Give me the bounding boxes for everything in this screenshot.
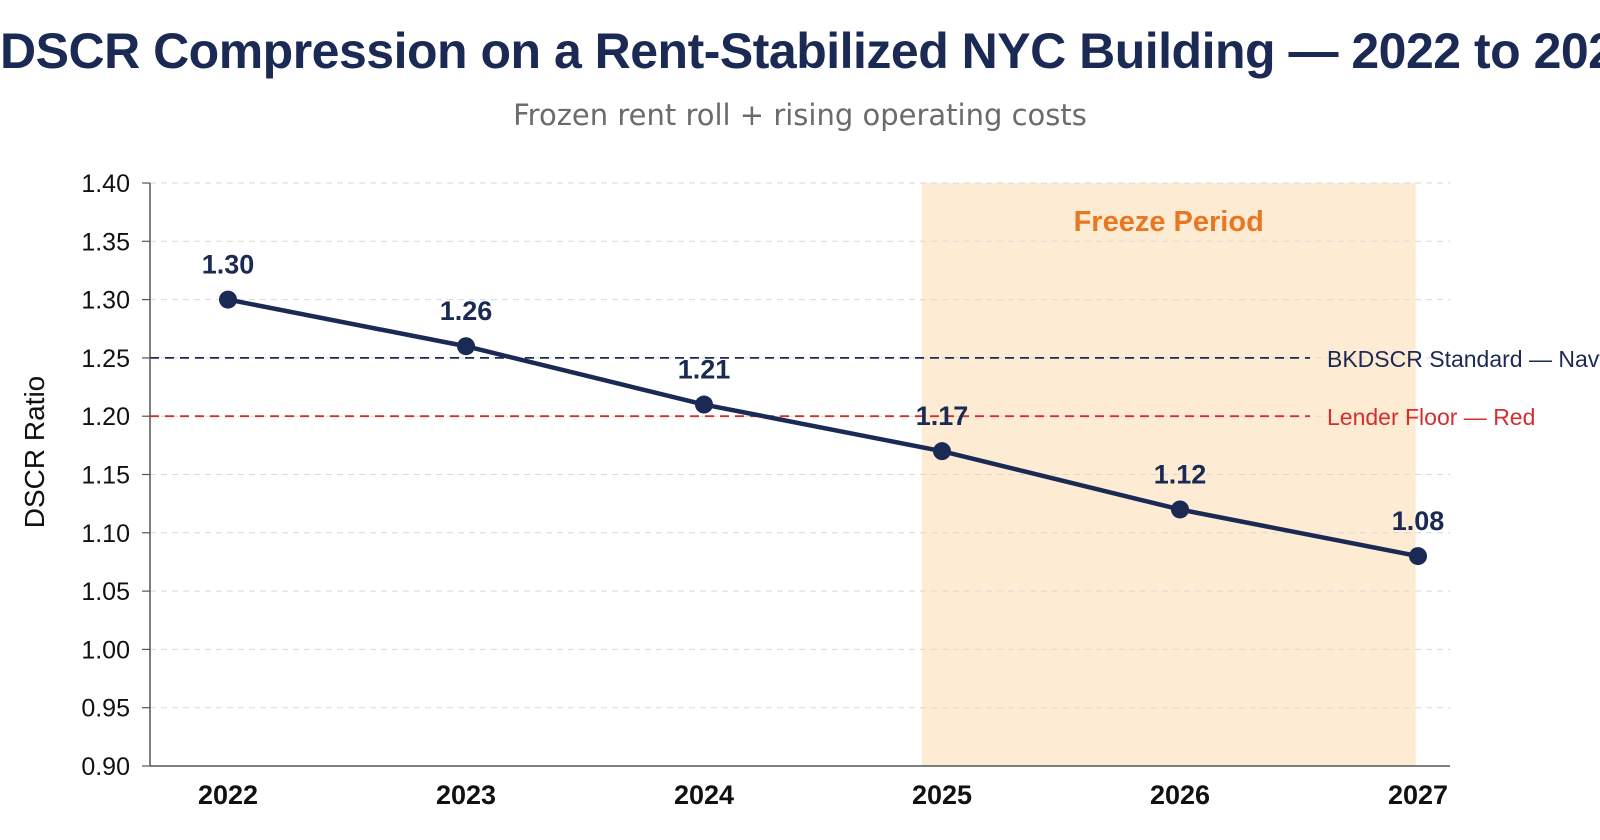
y-tick-label: 1.05	[81, 578, 130, 606]
freeze-period-region	[921, 183, 1416, 766]
data-point	[1409, 547, 1427, 566]
y-tick-label: 1.25	[81, 345, 130, 373]
y-tick-label: 1.40	[81, 170, 130, 198]
chart-subtitle: Frozen rent roll + rising operating cost…	[513, 98, 1087, 132]
data-point	[219, 290, 237, 309]
y-tick-label: 1.20	[81, 403, 130, 431]
x-tick-label: 2027	[1388, 780, 1448, 810]
y-tick-labels: 0.90 0.95 1.00 1.05 1.10 1.15 1.20 1.25 1.30 1.35…	[81, 170, 150, 781]
reference-line-label: Lender Floor — Red	[1327, 404, 1535, 430]
y-tick-label: 1.30	[81, 287, 130, 315]
data-label: 1.17	[916, 401, 969, 431]
data-label: 1.08	[1392, 506, 1445, 536]
x-tick-label: 2025	[912, 780, 972, 810]
x-tick-label: 2022	[198, 780, 258, 810]
freeze-period-label: Freeze Period	[1074, 206, 1264, 238]
x-tick-label: 2024	[674, 780, 734, 810]
x-tick-labels: 2022 2023 2024 2025 2026 2027	[198, 780, 1448, 810]
data-point	[933, 442, 951, 461]
y-tick-label: 1.10	[81, 520, 130, 548]
data-label: 1.30	[202, 250, 255, 280]
chart-title: DSCR Compression on a Rent-Stabilized NY…	[0, 23, 1600, 79]
data-point	[1171, 500, 1189, 519]
dscr-series: 1.30 1.26 1.21 1.17 1.12 1.08	[202, 250, 1445, 566]
data-label: 1.12	[1154, 459, 1207, 489]
series-line	[227, 297, 1419, 559]
x-tick-label: 2023	[436, 780, 496, 810]
y-tick-label: 1.00	[81, 636, 130, 664]
data-point	[457, 337, 475, 356]
y-tick-label: 0.90	[81, 753, 130, 781]
data-label: 1.21	[678, 355, 731, 385]
data-point	[695, 395, 713, 414]
y-tick-label: 1.35	[81, 228, 130, 256]
reference-lines: BKDSCR Standard — Navy Lender Floor — Red	[150, 346, 1600, 430]
x-tick-label: 2026	[1150, 780, 1210, 810]
data-label: 1.26	[440, 296, 493, 326]
y-axis-label: DSCR Ratio	[19, 376, 50, 528]
y-tick-label: 0.95	[81, 695, 130, 723]
reference-line-label: BKDSCR Standard — Navy	[1327, 346, 1600, 372]
y-tick-label: 1.15	[81, 462, 130, 490]
